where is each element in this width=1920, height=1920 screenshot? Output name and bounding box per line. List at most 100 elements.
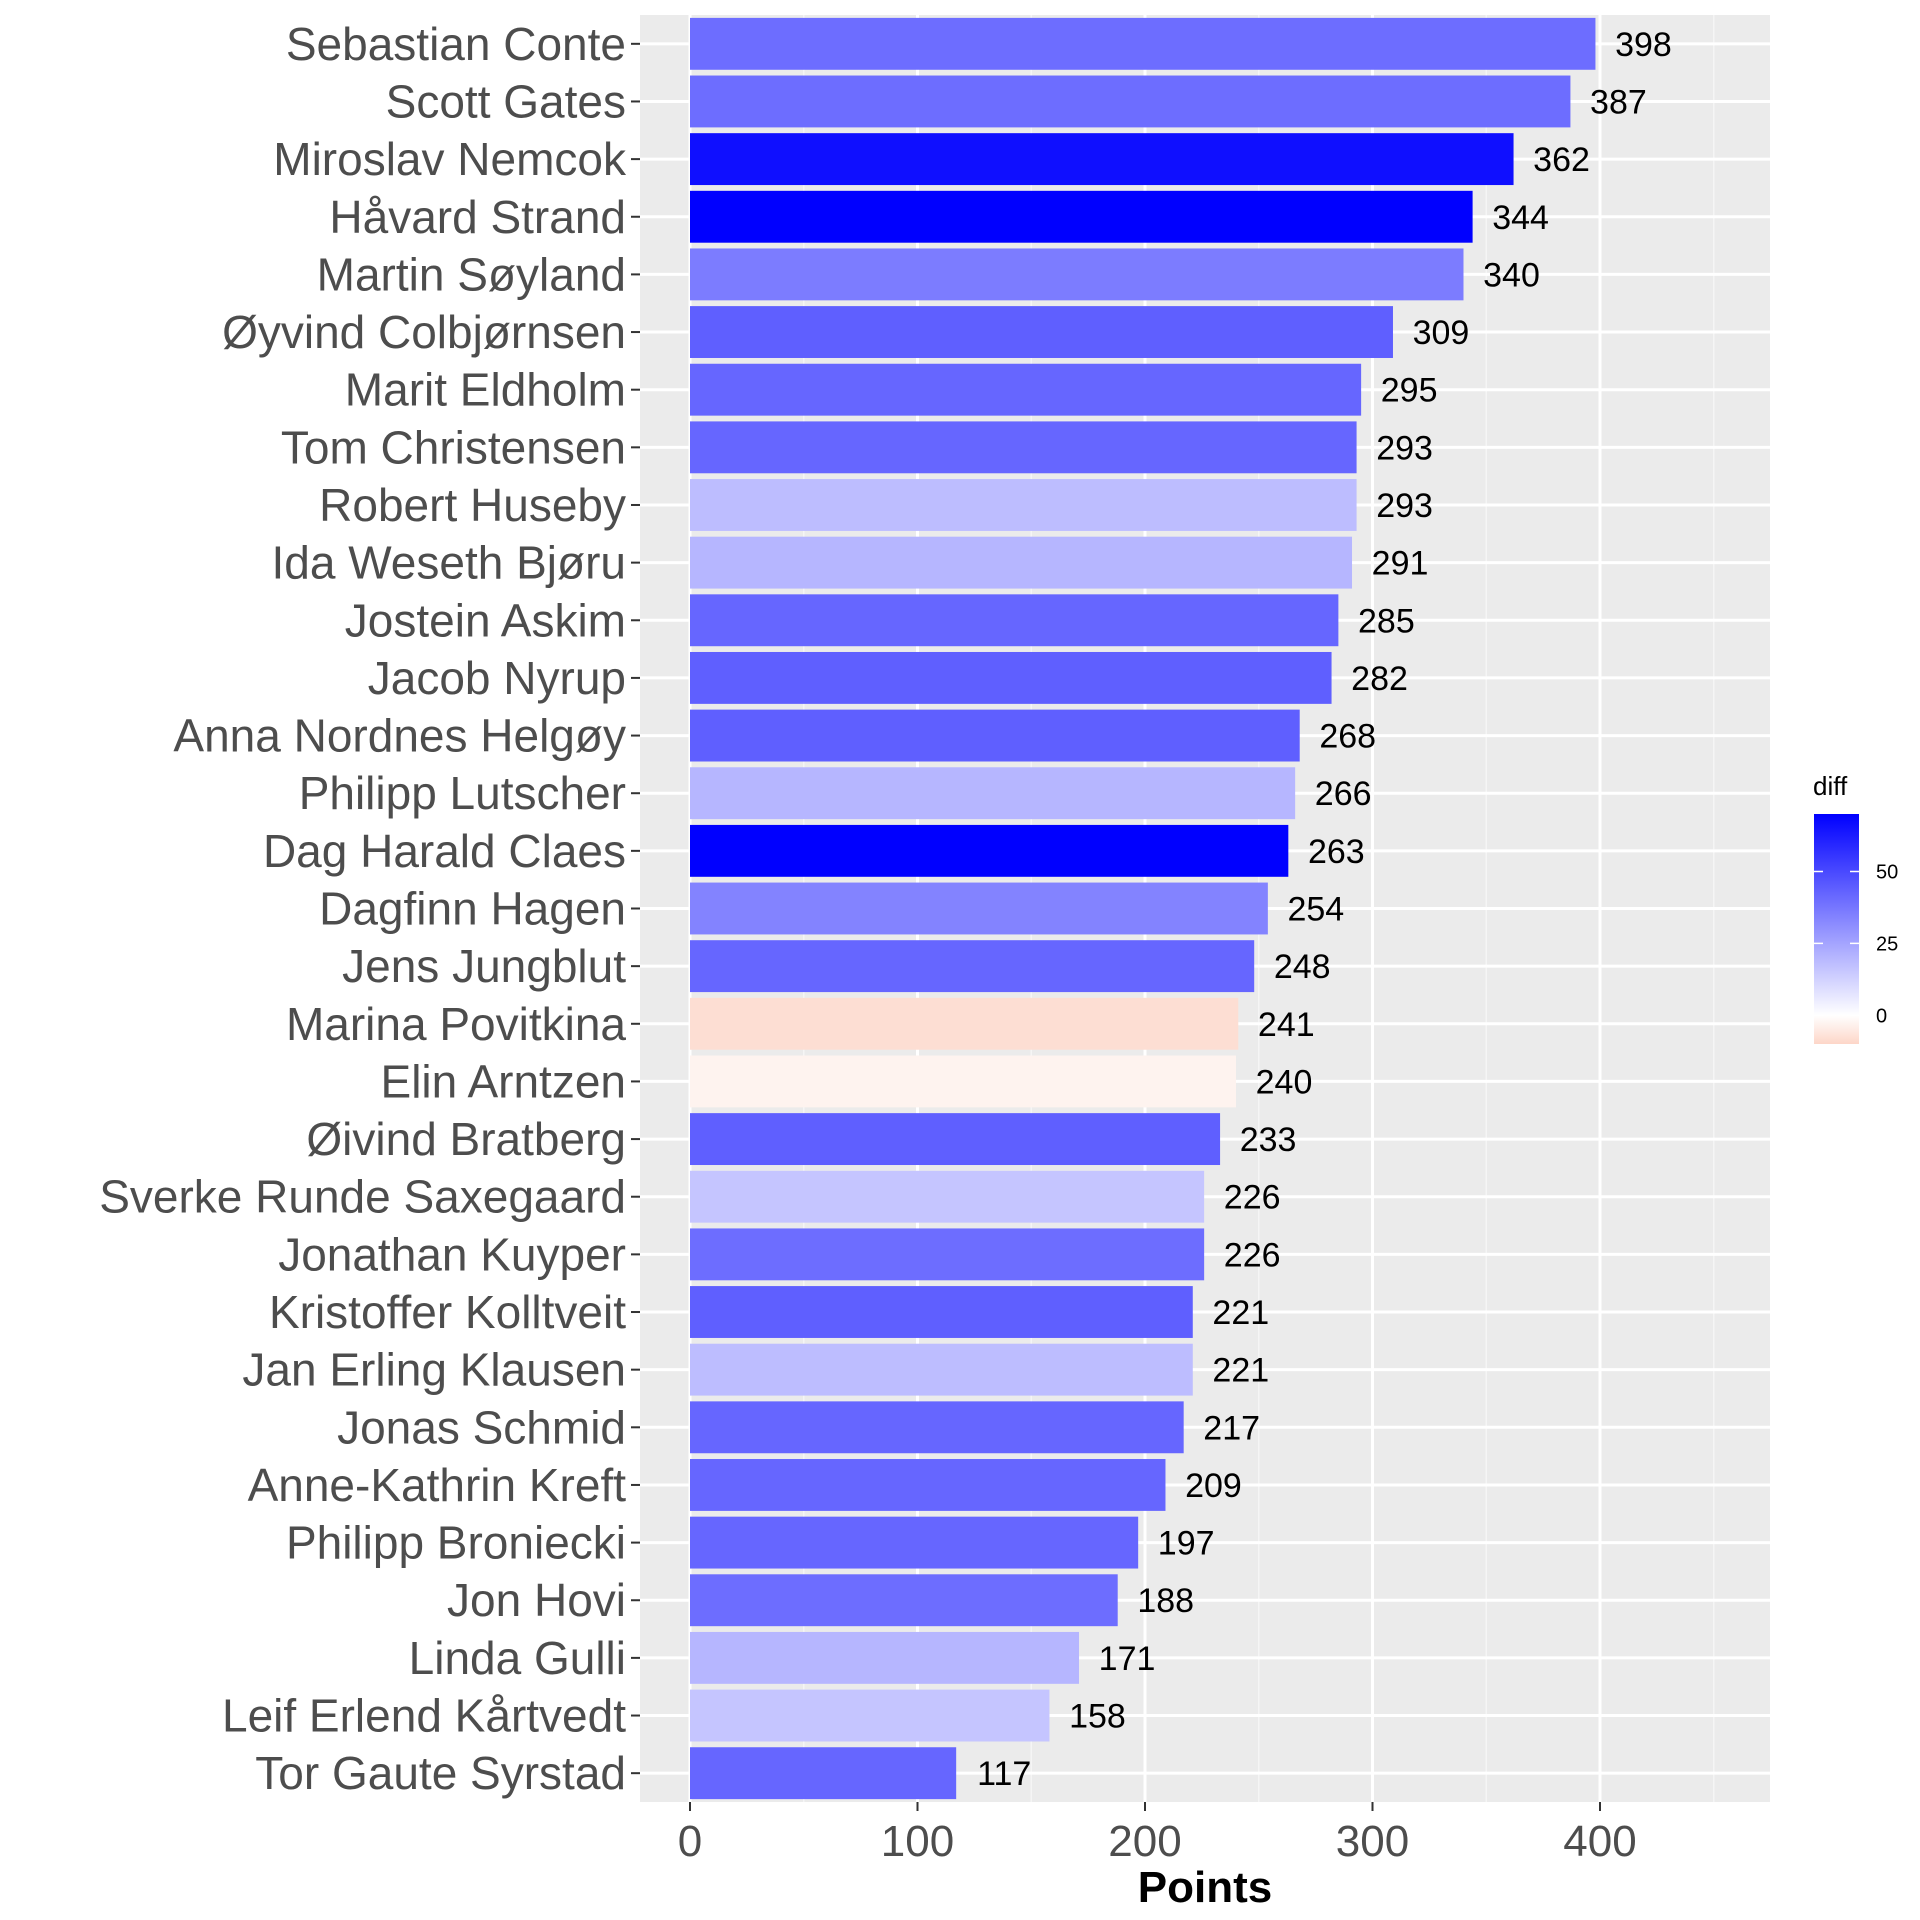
data-label: 233 <box>1240 1121 1297 1159</box>
bar <box>690 1055 1236 1108</box>
y-tick-label: Håvard Strand <box>329 191 626 243</box>
bar <box>690 882 1268 935</box>
data-label: 285 <box>1358 602 1415 640</box>
data-label: 344 <box>1492 199 1549 237</box>
data-label: 293 <box>1376 487 1433 525</box>
bar <box>690 1170 1205 1223</box>
legend-title: diff <box>1813 771 1848 801</box>
bar <box>690 1459 1166 1511</box>
bar <box>690 1574 1118 1627</box>
data-label: 209 <box>1185 1467 1242 1505</box>
bars <box>690 17 1596 1800</box>
data-label: 188 <box>1137 1582 1194 1620</box>
data-label: 291 <box>1372 545 1429 583</box>
y-tick-label: Leif Erlend Kårtvedt <box>222 1690 626 1742</box>
bar <box>690 75 1571 128</box>
bar <box>690 651 1332 704</box>
data-label: 226 <box>1224 1236 1281 1274</box>
bar <box>690 1286 1193 1338</box>
bar <box>690 1343 1193 1396</box>
data-label: 254 <box>1287 891 1344 929</box>
y-tick-label: Øivind Bratberg <box>306 1113 626 1165</box>
y-tick-label: Jens Jungblut <box>342 940 626 992</box>
x-tick-label: 100 <box>881 1817 954 1866</box>
data-label: 117 <box>977 1755 1031 1793</box>
bar <box>690 421 1357 474</box>
y-tick-label: Jon Hovi <box>447 1574 626 1626</box>
y-tick-label: Sebastian Conte <box>286 18 626 70</box>
bar <box>690 1689 1050 1742</box>
legend: diff 0 25 50 <box>1813 771 1898 1044</box>
bar <box>690 248 1464 301</box>
data-label: 248 <box>1274 948 1331 986</box>
y-tick-label: Tom Christensen <box>281 421 626 473</box>
bar <box>690 536 1353 589</box>
data-label: 197 <box>1158 1525 1215 1563</box>
bar <box>690 824 1289 877</box>
data-label: 158 <box>1069 1698 1126 1736</box>
legend-colorbar <box>1814 814 1859 1044</box>
bar <box>690 133 1514 186</box>
bar <box>690 1401 1184 1454</box>
legend-ticks: 0 25 50 <box>1814 862 1898 1027</box>
bar <box>690 1113 1221 1166</box>
x-tick-label: 200 <box>1108 1817 1181 1866</box>
y-tick-label: Dagfinn Hagen <box>319 883 626 935</box>
data-label: 263 <box>1308 833 1365 871</box>
bar <box>690 17 1596 70</box>
bar <box>690 190 1473 243</box>
data-label: 309 <box>1413 314 1470 352</box>
bar <box>690 1631 1080 1684</box>
y-tick-label: Anne-Kathrin Kreft <box>248 1459 627 1511</box>
x-axis-title: Points <box>1138 1863 1272 1912</box>
data-label: 268 <box>1319 718 1376 756</box>
legend-tick-label: 50 <box>1876 862 1898 884</box>
x-tick-label: 0 <box>678 1817 702 1866</box>
data-label: 266 <box>1315 775 1372 813</box>
bar <box>690 1747 957 1800</box>
y-tick-label: Jonathan Kuyper <box>278 1228 626 1280</box>
bar <box>690 306 1393 358</box>
data-label: 171 <box>1099 1640 1156 1678</box>
x-axis: 0 100 200 300 400 <box>678 1802 1637 1866</box>
y-tick-label: Philipp Broniecki <box>286 1517 626 1569</box>
data-label: 293 <box>1376 429 1433 467</box>
y-tick-label: Robert Huseby <box>319 479 626 531</box>
y-tick-label: Elin Arntzen <box>381 1055 626 1107</box>
y-tick-label: Scott Gates <box>386 75 626 127</box>
bar <box>690 709 1300 762</box>
y-tick-label: Kristoffer Kolltveit <box>269 1286 626 1338</box>
y-tick-label: Miroslav Nemcok <box>273 133 627 185</box>
y-tick-label: Anna Nordnes Helgøy <box>173 710 626 762</box>
bar <box>690 594 1339 647</box>
x-tick-label: 400 <box>1563 1817 1636 1866</box>
bar <box>690 363 1362 416</box>
bar <box>690 767 1296 820</box>
data-label: 221 <box>1212 1294 1269 1332</box>
data-label: 340 <box>1483 256 1540 294</box>
y-tick-label: Sverke Runde Saxegaard <box>99 1171 626 1223</box>
y-tick-label: Dag Harald Claes <box>263 825 626 877</box>
bar <box>690 997 1239 1050</box>
bar <box>690 940 1255 993</box>
data-label: 241 <box>1258 1006 1315 1044</box>
data-label: 295 <box>1381 372 1438 410</box>
y-tick-label: Tor Gaute Syrstad <box>255 1747 626 1799</box>
y-tick-label: Martin Søyland <box>317 248 626 300</box>
x-tick-label: 300 <box>1336 1817 1409 1866</box>
legend-tick-label: 0 <box>1876 1005 1887 1027</box>
data-label: 282 <box>1351 660 1408 698</box>
y-tick-label: Marit Eldholm <box>345 364 626 416</box>
data-label: 398 <box>1615 26 1672 64</box>
y-tick-label: Jan Erling Klausen <box>242 1344 626 1396</box>
bar <box>690 479 1357 531</box>
y-tick-label: Ida Weseth Bjøru <box>271 537 626 589</box>
data-label: 240 <box>1256 1063 1313 1101</box>
legend-tick-label: 25 <box>1876 933 1898 955</box>
y-tick-label: Jostein Askim <box>345 594 626 646</box>
y-tick-label: Øyvind Colbjørnsen <box>222 306 626 358</box>
y-tick-label: Linda Gulli <box>409 1632 626 1684</box>
